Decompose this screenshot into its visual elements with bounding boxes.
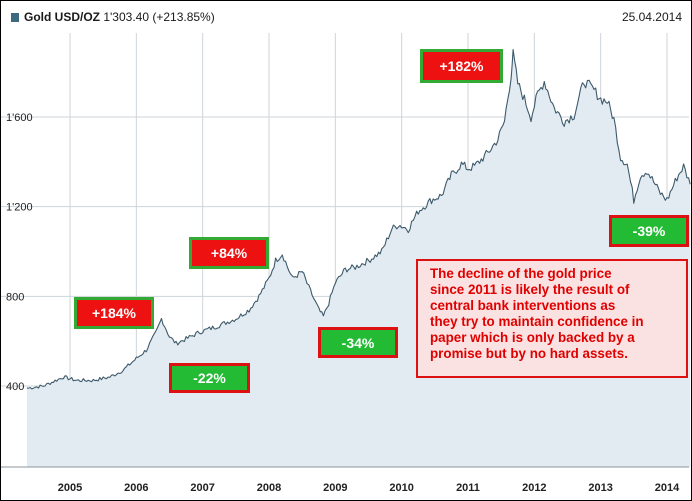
x-tick-label: 2012 bbox=[522, 482, 546, 494]
series-legend-swatch bbox=[11, 13, 19, 22]
y-tick-label: 400 bbox=[6, 381, 24, 393]
x-tick-label: 2010 bbox=[389, 482, 413, 494]
commentary-line: The decline of the gold price bbox=[430, 266, 612, 281]
commentary-box: The decline of the gold price since 2011… bbox=[416, 259, 688, 378]
x-tick-label: 2013 bbox=[588, 482, 612, 494]
commentary-line: since 2011 is likely the result of bbox=[430, 282, 630, 297]
annotation-loss-2011-2014: -39% bbox=[609, 215, 689, 247]
x-tick-label: 2007 bbox=[190, 482, 214, 494]
annotation-gain-2006-2008: +84% bbox=[189, 237, 269, 269]
x-tick-label: 2008 bbox=[257, 482, 281, 494]
chart-header: Gold USD/OZ 1'303.40 (+213.85%) 25.04.20… bbox=[2, 2, 690, 31]
annotation-loss-2006: -22% bbox=[169, 363, 250, 393]
annotation-gain-2008-2011: +182% bbox=[420, 49, 503, 83]
y-tick-label: 1'600 bbox=[6, 112, 33, 124]
commentary-line: central bank interventions as bbox=[430, 298, 616, 313]
series-line bbox=[26, 48, 691, 390]
commentary-line: they try to maintain confidence in bbox=[430, 314, 644, 329]
x-tick-label: 2009 bbox=[323, 482, 347, 494]
annotation-gain-2005-2006: +184% bbox=[74, 297, 154, 329]
y-tick-label: 800 bbox=[6, 291, 24, 303]
x-tick-label: 2011 bbox=[456, 482, 480, 494]
annotation-loss-2008: -34% bbox=[318, 327, 398, 358]
commentary-line: promise but by no hard assets. bbox=[430, 346, 628, 361]
commentary-line: paper which is only backed by a bbox=[430, 330, 635, 345]
chart-date: 25.04.2014 bbox=[621, 10, 682, 24]
x-tick-label: 2006 bbox=[124, 482, 148, 494]
y-tick-label: 1'200 bbox=[6, 202, 33, 214]
chart-title: Gold USD/OZ 1'303.40 (+213.85%) bbox=[24, 10, 215, 24]
x-tick-label: 2014 bbox=[655, 482, 680, 494]
chart-title-label: Gold USD/OZ bbox=[24, 10, 100, 24]
x-tick-label: 2005 bbox=[58, 482, 82, 494]
chart-title-value: 1'303.40 (+213.85%) bbox=[103, 10, 215, 24]
